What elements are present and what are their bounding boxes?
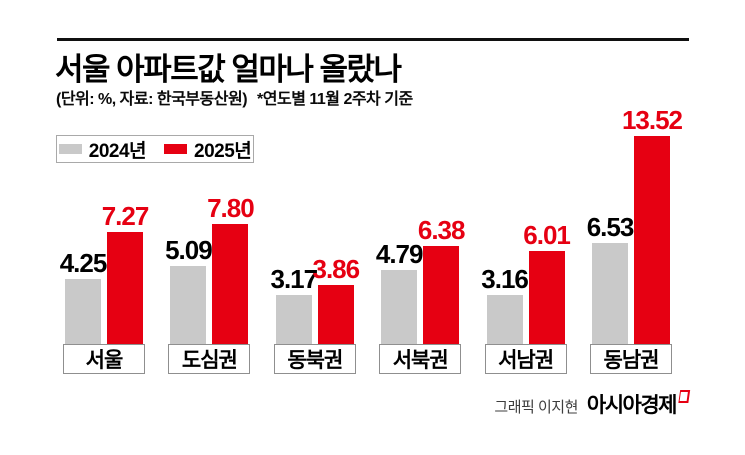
bar-2024년-서울: [65, 279, 101, 344]
category-box-동북권: 동북권: [273, 344, 356, 374]
legend-label: 2024년: [88, 140, 147, 162]
bar-2025년-동북권: [317, 285, 354, 344]
brand-mark-icon: [678, 390, 691, 403]
top-rule: [57, 38, 689, 41]
value-label-2025년-동남권: 13.52: [621, 105, 683, 135]
value-label-2024년-동북권: 3.17: [270, 264, 318, 294]
legend-item-2024년: 2024년: [58, 136, 147, 163]
basis-note: *연도별 11월 2주차 기준: [257, 91, 413, 108]
bar-2024년-서남권: [486, 295, 523, 344]
category-box-서북권: 서북권: [379, 344, 462, 374]
value-label-2025년-도심권: 7.80: [207, 193, 255, 223]
value-label-2024년-서북권: 4.79: [375, 239, 424, 269]
legend-item-2025년: 2025년: [164, 136, 252, 163]
legend-label: 2025년: [194, 140, 252, 162]
category-box-서남권: 서남권: [484, 344, 567, 374]
bar-2024년-도심권: [170, 266, 207, 344]
brand-logo-text: 아시아경제: [586, 394, 678, 417]
credit-line: 그래픽 이지현 아시아경제: [494, 389, 691, 419]
value-label-2024년-도심권: 5.09: [165, 235, 213, 265]
value-label-2025년-동북권: 3.86: [312, 254, 360, 284]
legend-swatch-icon: [58, 144, 82, 154]
value-label-2025년-서울: 7.27: [101, 201, 150, 231]
unit-source-label: (단위: %, 자료: 한국부동산원): [56, 91, 248, 108]
value-label-2024년-동남권: 6.53: [586, 212, 635, 242]
bar-2024년-서북권: [381, 270, 418, 344]
value-label-2024년-서울: 4.25: [59, 248, 108, 278]
brand-logo: 아시아경제: [586, 389, 691, 419]
value-label-2025년-서북권: 6.38: [417, 215, 466, 245]
category-box-서울: 서울: [63, 344, 145, 374]
bar-2024년-동북권: [275, 295, 312, 344]
bar-2025년-동남권: [634, 136, 670, 344]
value-label-2025년-서남권: 6.01: [523, 220, 571, 250]
chart-subtitle: (단위: %, 자료: 한국부동산원) *연도별 11월 2주차 기준: [56, 85, 413, 109]
legend-swatch-icon: [164, 144, 187, 154]
bar-2025년-서남권: [528, 251, 565, 344]
category-box-도심권: 도심권: [168, 344, 251, 374]
bar-2025년-도심권: [212, 224, 249, 344]
value-label-2024년-서남권: 3.16: [481, 264, 529, 294]
page-title: 서울 아파트값 얼마나 올랐나: [55, 52, 402, 87]
legend: 2024년 2025년: [56, 135, 254, 163]
bar-2024년-동남권: [592, 243, 628, 344]
bar-2025년-서북권: [423, 246, 460, 344]
bar-2025년-서울: [107, 232, 143, 344]
category-box-동남권: 동남권: [590, 344, 672, 374]
credit-text: 그래픽 이지현: [494, 399, 578, 416]
